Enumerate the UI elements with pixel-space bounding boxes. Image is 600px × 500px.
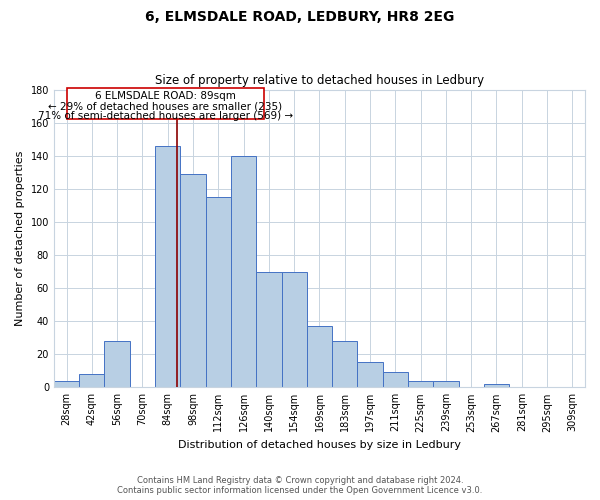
Bar (383, 372, 408, 388)
Text: 71% of semi-detached houses are larger (569) →: 71% of semi-detached houses are larger (… (38, 111, 293, 121)
Text: 6, ELMSDALE ROAD, LEDBURY, HR8 2EG: 6, ELMSDALE ROAD, LEDBURY, HR8 2EG (145, 10, 455, 24)
Bar (54, 380, 79, 388)
Bar (181, 174, 206, 388)
Text: 6 ELMSDALE ROAD: 89sqm: 6 ELMSDALE ROAD: 89sqm (95, 91, 236, 101)
Text: ← 29% of detached houses are smaller (235): ← 29% of detached houses are smaller (23… (48, 101, 282, 111)
X-axis label: Distribution of detached houses by size in Ledbury: Distribution of detached houses by size … (178, 440, 461, 450)
Bar (307, 326, 332, 388)
Bar (155, 146, 181, 388)
Bar (79, 374, 104, 388)
Bar (332, 341, 358, 388)
Bar (206, 197, 231, 388)
Bar (281, 272, 307, 388)
Bar (484, 384, 509, 388)
Text: Contains HM Land Registry data © Crown copyright and database right 2024.
Contai: Contains HM Land Registry data © Crown c… (118, 476, 482, 495)
Bar (256, 272, 281, 388)
Bar (408, 380, 433, 388)
Bar (104, 341, 130, 388)
Bar (231, 156, 256, 388)
Y-axis label: Number of detached properties: Number of detached properties (15, 150, 25, 326)
Bar (433, 380, 458, 388)
FancyBboxPatch shape (67, 88, 264, 120)
Title: Size of property relative to detached houses in Ledbury: Size of property relative to detached ho… (155, 74, 484, 87)
Bar (358, 362, 383, 388)
